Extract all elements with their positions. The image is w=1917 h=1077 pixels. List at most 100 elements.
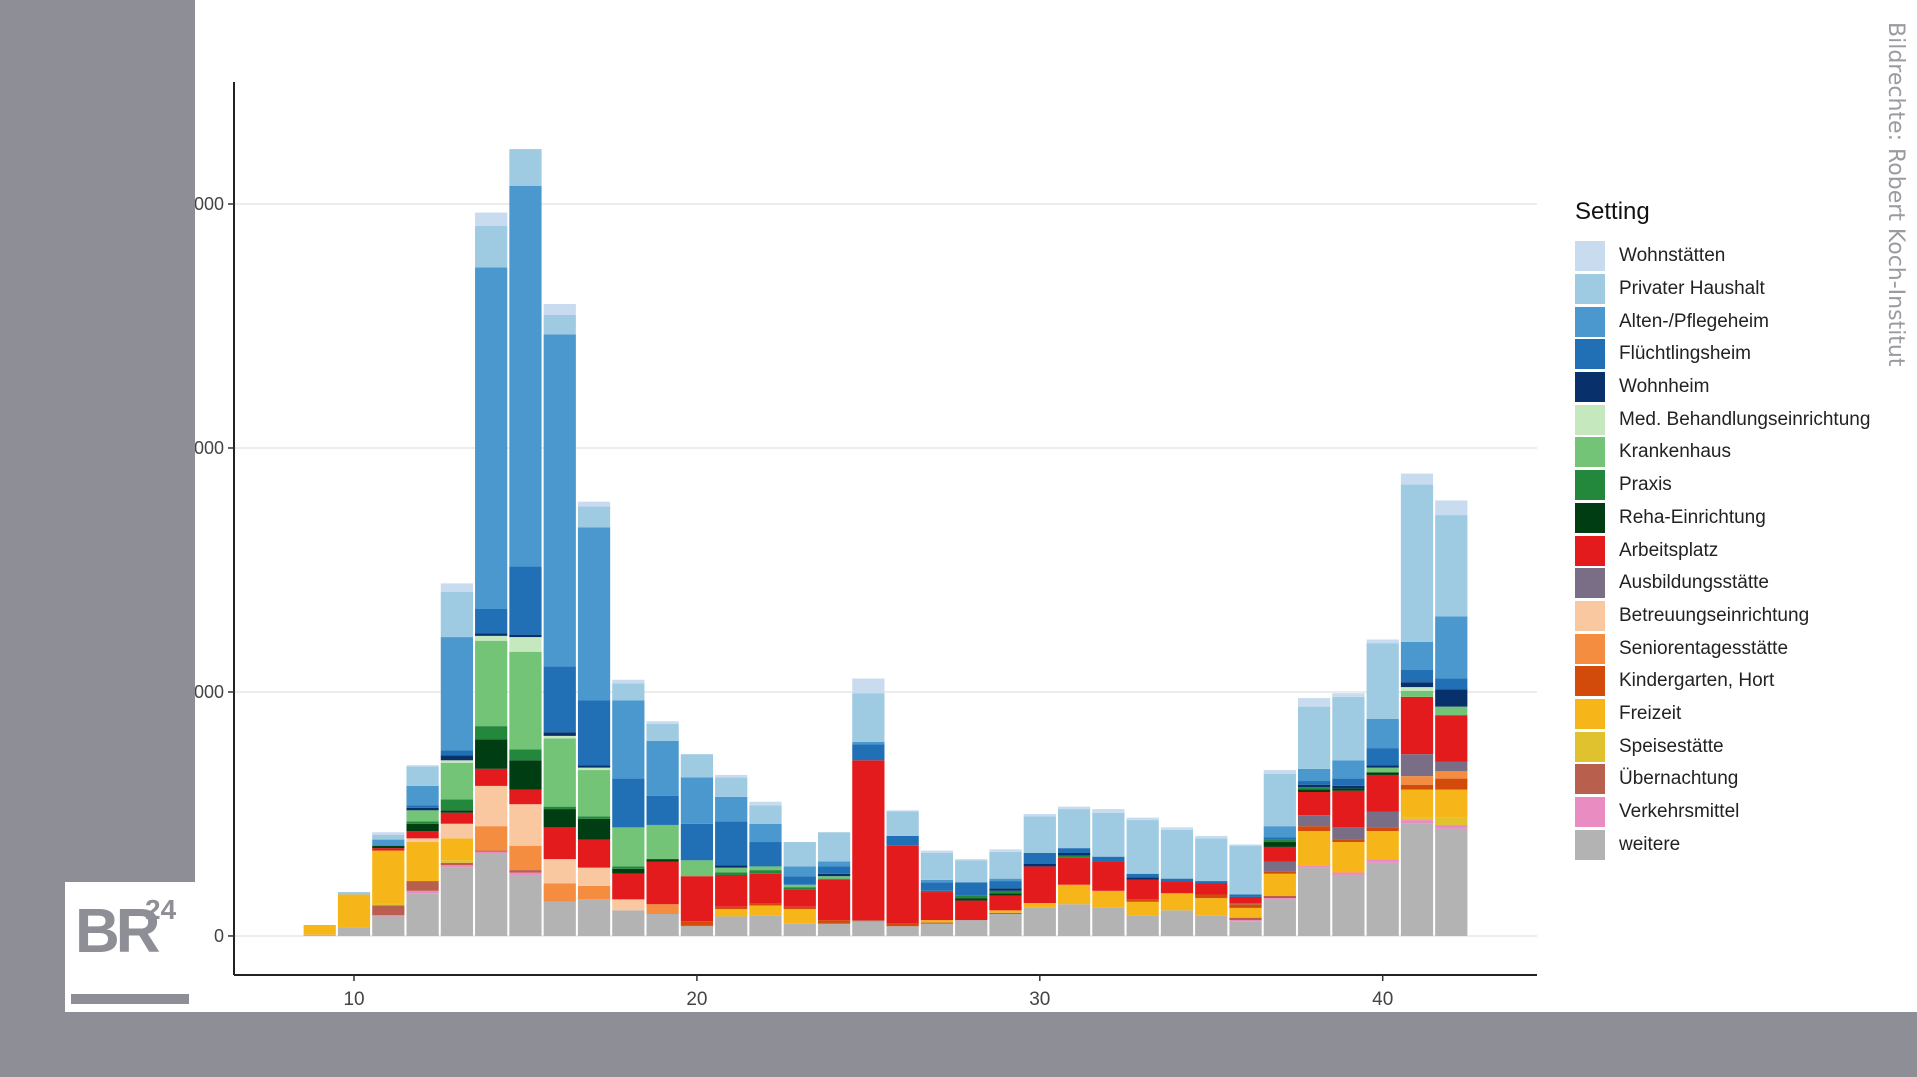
bar-segment (989, 893, 1022, 896)
bar-segment (406, 807, 439, 811)
bar-segment (680, 876, 714, 922)
bar-segment (783, 909, 816, 924)
bar-segment (440, 862, 473, 866)
legend-item: Übernachtung (1575, 763, 1915, 796)
bar-segment (1057, 857, 1091, 885)
bar-segment (1400, 690, 1434, 697)
bar-segment (852, 760, 885, 921)
bar-segment (1126, 820, 1159, 874)
bar-segment (509, 749, 542, 761)
legend-label: Ausbildungsstätte (1619, 572, 1769, 594)
bar-segment (509, 789, 542, 805)
y-tick-label: 0 (214, 926, 224, 946)
legend-label: Med. Behandlungseinrichtung (1619, 408, 1871, 430)
legend-label: Privater Haushalt (1619, 278, 1765, 300)
bar-segment (1057, 884, 1091, 905)
bar-segment (1332, 872, 1365, 875)
bar-segment (543, 859, 576, 884)
bar-segment (1263, 871, 1296, 874)
bar-segment (1400, 823, 1434, 936)
bar-segment (612, 899, 645, 911)
bar-segment (749, 801, 782, 806)
bar-segment (1229, 917, 1262, 921)
bar-segment (475, 267, 508, 610)
bar-segment (406, 890, 439, 894)
bar-segment (1092, 809, 1125, 813)
bar-segment (509, 872, 542, 875)
bar-segment (1366, 831, 1399, 860)
bar-segment (680, 860, 714, 877)
bar-segment (646, 859, 679, 862)
bar-segment (372, 916, 405, 936)
legend-swatch (1575, 600, 1605, 631)
bar-segment (577, 867, 611, 886)
bar-segment (783, 906, 816, 910)
bar-segment (543, 806, 576, 810)
bar-segment (337, 927, 371, 936)
legend-item: Praxis (1575, 469, 1915, 502)
bar-segment (1332, 790, 1365, 828)
x-tick-label: 10 (343, 989, 364, 1010)
bar-segment (1126, 901, 1159, 916)
bar-segment (1332, 760, 1365, 779)
bar-segment (337, 892, 371, 895)
legend-item: Verkehrsmittel (1575, 796, 1915, 829)
bar-segment (406, 893, 439, 936)
bar-segment (680, 754, 714, 778)
bar-segment (680, 921, 714, 925)
bar-segment (817, 873, 851, 877)
legend-item: Wohnheim (1575, 371, 1915, 404)
legend-label: Alten-/Pflegeheim (1619, 310, 1769, 332)
logo-text: BR (75, 897, 161, 966)
bar-segment (783, 842, 816, 867)
bar-segment (577, 818, 611, 840)
bar-segment (1400, 754, 1434, 777)
bar-segment (1023, 863, 1056, 867)
bar-segment (749, 842, 782, 867)
bar-segment (440, 591, 473, 638)
bar-segment (1435, 715, 1468, 762)
bar-segment (577, 501, 611, 507)
bar-segment (817, 878, 851, 880)
bar-segment (612, 873, 645, 900)
bar-segment (1160, 910, 1194, 936)
bar-segment (1332, 785, 1365, 789)
bar-segment (612, 700, 645, 779)
bar-segment (1298, 867, 1331, 936)
legend-label: weitere (1619, 833, 1681, 855)
bar-segment (1366, 811, 1399, 828)
bar-segment (440, 823, 473, 839)
bar-segment (543, 827, 576, 860)
y-tick-label: 2,000 (195, 682, 224, 702)
legend-item: Flüchtlingsheim (1575, 338, 1915, 371)
bar-segment (372, 832, 405, 835)
bar-segment (1229, 907, 1262, 918)
bar-segment (1023, 853, 1056, 864)
bar-segment (920, 890, 954, 893)
bar-segment (577, 899, 611, 936)
bar-segment (440, 583, 473, 592)
bar-segment (989, 910, 1022, 913)
legend-swatch (1575, 829, 1605, 860)
bar-segment (1092, 856, 1125, 862)
bar-segment (1023, 907, 1056, 936)
bar-segment (440, 799, 473, 811)
bar-segment (475, 635, 508, 641)
bar-segment (1126, 873, 1159, 878)
logo-superscript: 24 (145, 894, 177, 925)
x-tick-label: 20 (686, 989, 707, 1010)
bar-segment (1298, 706, 1331, 769)
bar-segment (749, 866, 782, 871)
bar-segment (440, 867, 473, 936)
bar-segment (715, 909, 748, 917)
bar-segment (372, 850, 405, 904)
bar-segment (989, 895, 1022, 911)
bar-segment (406, 765, 439, 767)
legend-items: Wohnstätten Privater Haushalt Alten-/Pfleg… (1575, 240, 1915, 861)
bar-segment (715, 796, 748, 822)
legend-swatch (1575, 372, 1605, 403)
bar-segment (1435, 789, 1468, 818)
bar-segment (337, 894, 371, 928)
bar-segment (1298, 781, 1331, 785)
bar-segment (1435, 824, 1468, 829)
